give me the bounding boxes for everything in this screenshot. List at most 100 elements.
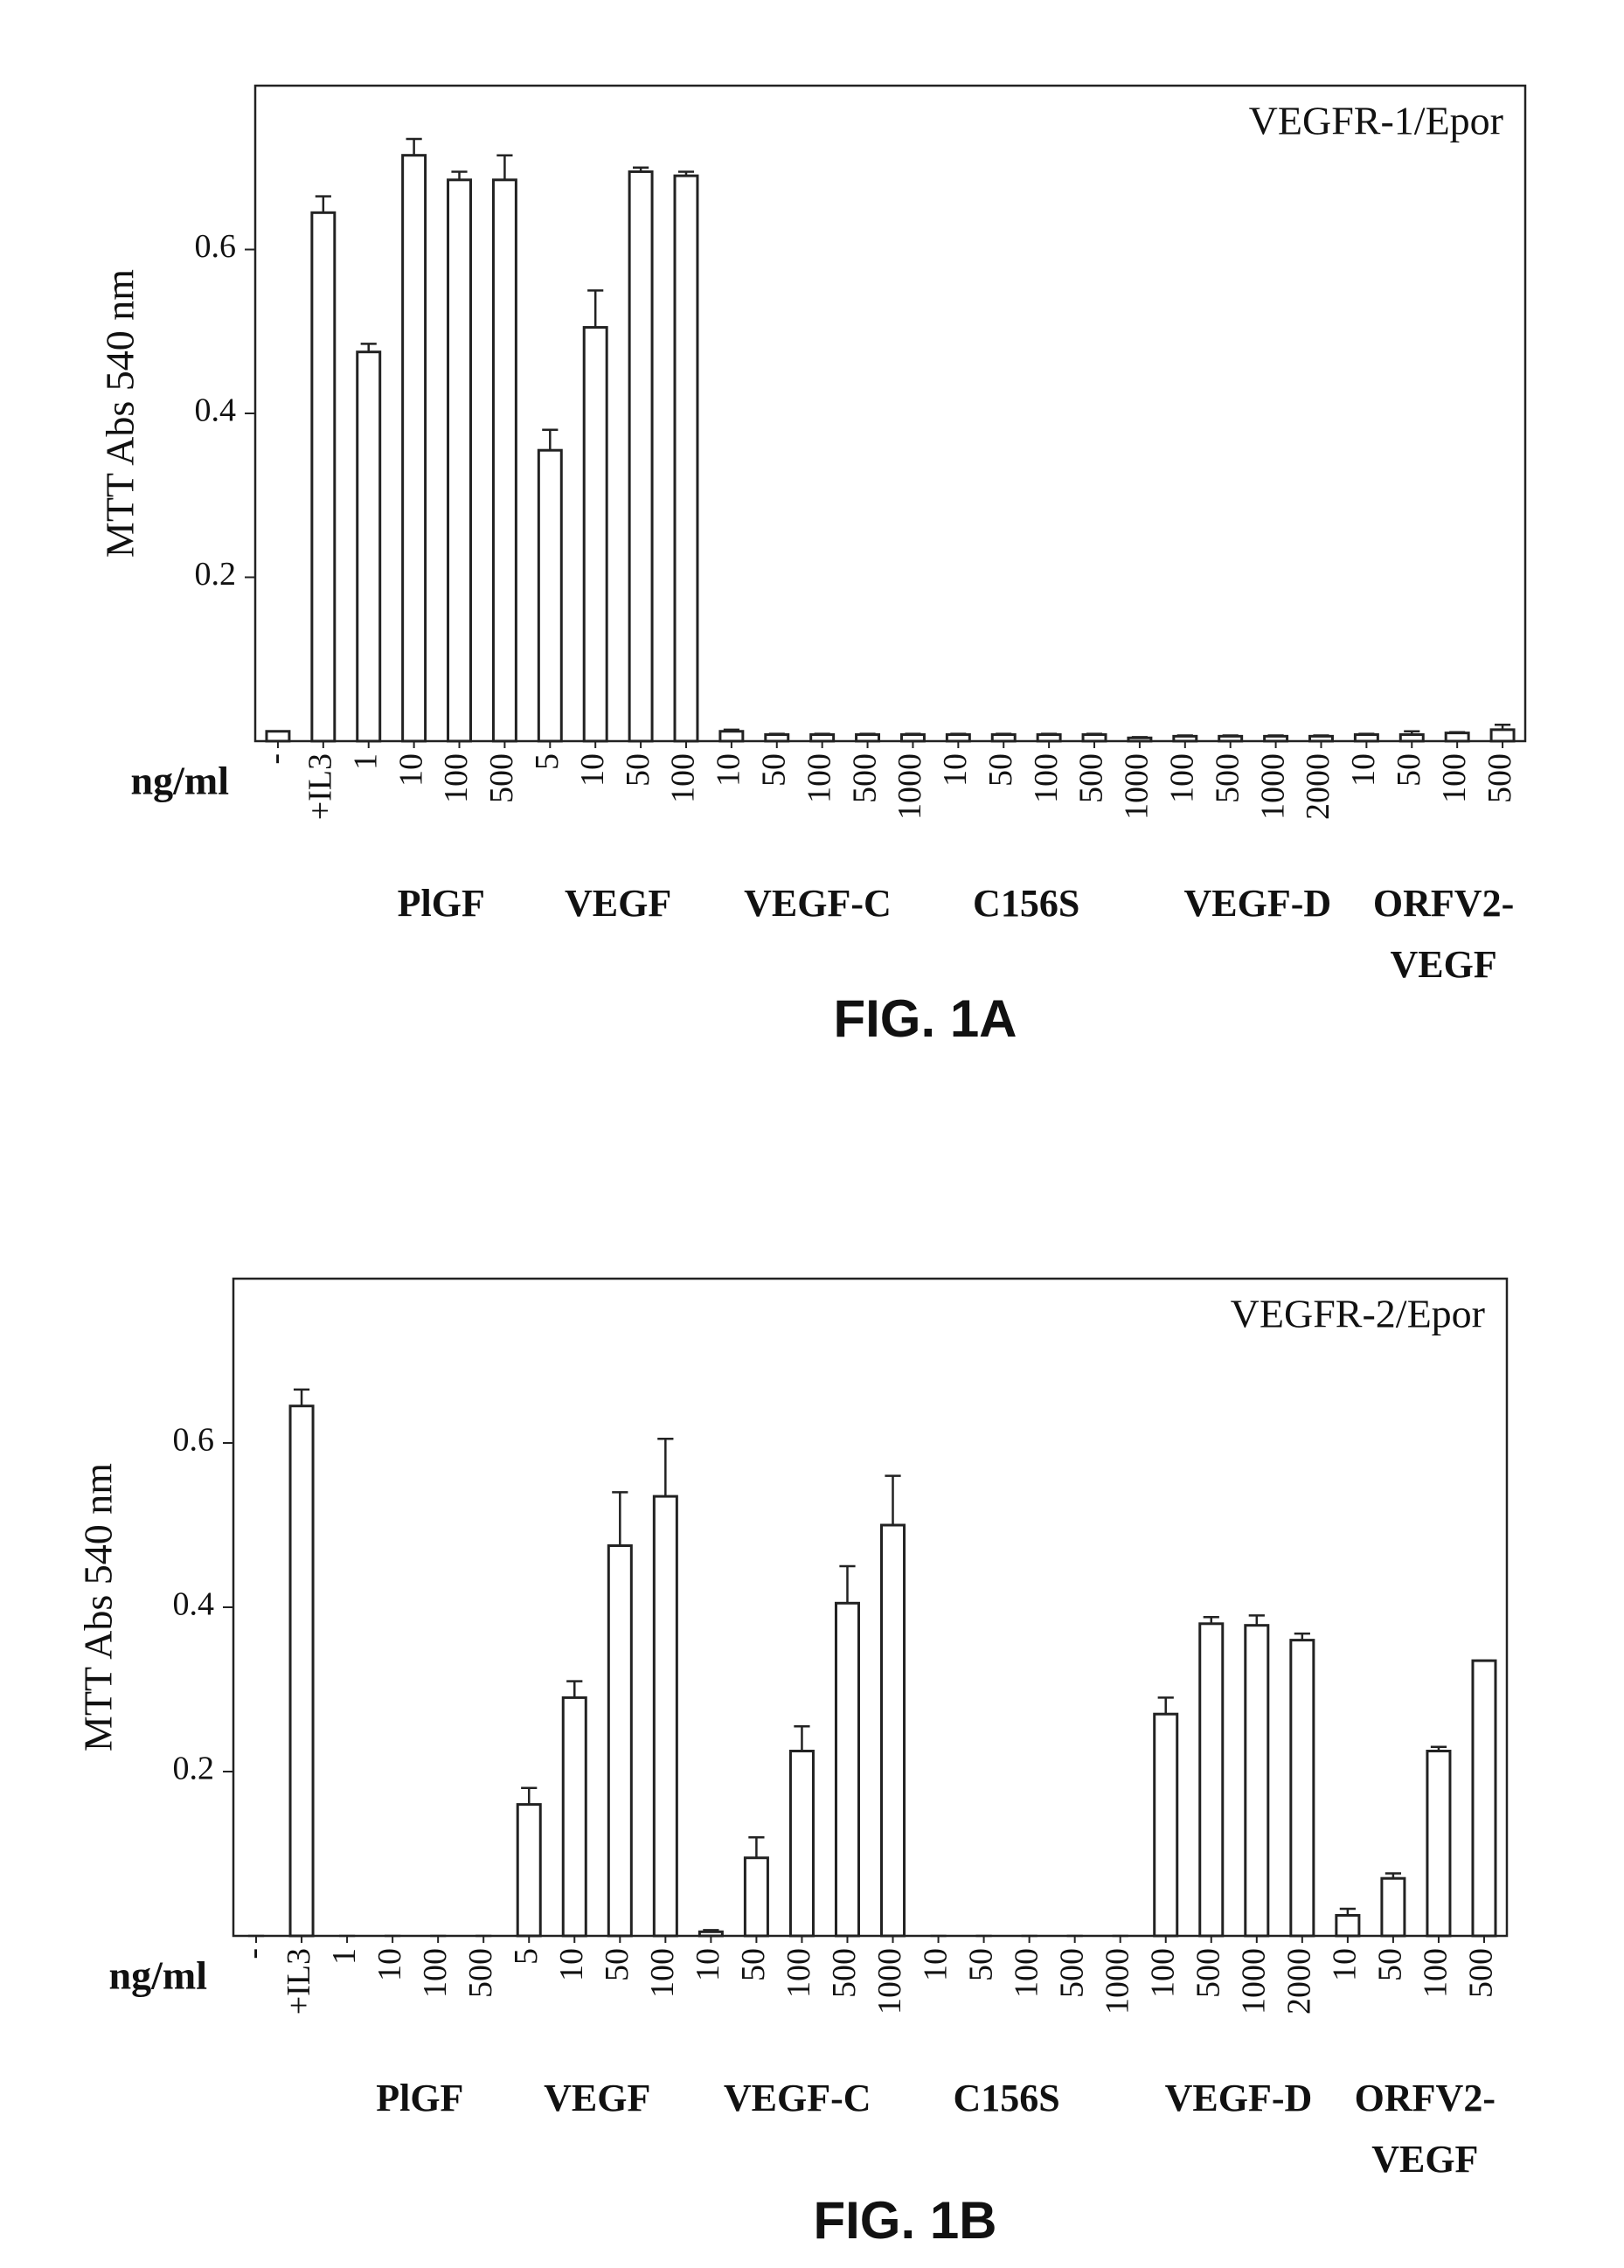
x-tick-label: 10 (553, 1948, 590, 1981)
group-label: ORFV2-VEGF (1373, 882, 1514, 986)
x-axis-label: ng/ml (109, 1953, 207, 1998)
group-label: VEGF (544, 2077, 650, 2119)
bar (1219, 736, 1242, 741)
bar (493, 180, 516, 741)
x-tick-label: 10 (371, 1948, 408, 1981)
bar (654, 1496, 677, 1936)
group-label: PlGF (376, 2077, 463, 2119)
x-tick-label: - (257, 753, 294, 765)
x-tick-label: 10 (690, 1948, 726, 1981)
x-tick-label: +IL3 (302, 753, 339, 820)
bar (745, 1858, 767, 1936)
bar (1083, 735, 1106, 742)
bar (766, 735, 788, 742)
bar (538, 450, 561, 741)
bar (836, 1603, 858, 1936)
x-tick-label: 50 (1391, 753, 1427, 787)
group-label: VEGF-C (724, 2077, 871, 2119)
bar (947, 735, 969, 742)
x-tick-label: 50 (982, 753, 1019, 787)
x-tick-label: 2000 (1300, 753, 1336, 820)
y-tick-label: 0.2 (195, 556, 237, 593)
group-label: C156S (973, 882, 1079, 925)
x-tick-label: 1000 (871, 1948, 908, 2015)
group-label: VEGF-D (1165, 2077, 1313, 2119)
bar (584, 328, 607, 741)
bar (448, 180, 471, 741)
x-tick-label: 1000 (1099, 1948, 1135, 2015)
bar (1038, 735, 1060, 742)
x-tick-label: 100 (801, 753, 837, 803)
bar (1291, 1640, 1314, 1936)
bar (857, 735, 879, 742)
group-label: VEGF-D (1184, 882, 1332, 925)
bar (357, 352, 380, 741)
x-tick-label: 50 (755, 753, 792, 787)
x-tick-label: 50 (962, 1948, 999, 1981)
x-tick-label: 100 (1144, 1948, 1181, 1998)
bar (403, 156, 426, 741)
bar (1336, 1916, 1359, 1937)
panel-title: VEGFR-1/Epor (1249, 99, 1503, 143)
x-tick-label: 100 (417, 1948, 454, 1998)
bar (608, 1546, 631, 1937)
bar (517, 1805, 540, 1936)
x-tick-label: 10 (711, 753, 747, 787)
bar (1265, 736, 1287, 741)
x-tick-label: 10 (917, 1948, 954, 1981)
bar (1246, 1626, 1268, 1936)
bar (1310, 736, 1333, 741)
bar (1382, 1878, 1405, 1936)
x-tick-label: 10 (1327, 1948, 1364, 1981)
x-tick-label: 1 (347, 753, 384, 770)
bar (1400, 735, 1423, 742)
bar (882, 1525, 905, 1936)
x-tick-label: 100 (1164, 753, 1201, 803)
group-label: PlGF (398, 882, 485, 925)
bar (790, 1751, 813, 1937)
x-tick-label: 10 (392, 753, 429, 787)
x-tick-label: 1000 (1236, 1948, 1273, 2015)
x-tick-label: 50 (1372, 1948, 1409, 1981)
x-tick-label: 500 (846, 753, 883, 803)
bar (1355, 735, 1378, 742)
x-tick-label: 5 (508, 1948, 545, 1965)
x-tick-label: 50 (599, 1948, 635, 1981)
y-tick-label: 0.4 (195, 392, 237, 429)
y-tick-label: 0.2 (173, 1751, 215, 1787)
x-tick-label: 500 (1190, 1948, 1226, 1998)
y-tick-label: 0.6 (173, 1422, 215, 1459)
x-tick-label: 1000 (892, 753, 928, 820)
x-tick-label: 500 (483, 753, 520, 803)
x-tick-label: - (235, 1948, 272, 1959)
bar (720, 732, 743, 741)
x-tick-label: 500 (1209, 753, 1246, 803)
x-tick-label: 1000 (1119, 753, 1156, 820)
x-tick-label: 5 (529, 753, 566, 770)
bar (1491, 730, 1514, 741)
group-label: VEGF-C (744, 882, 892, 925)
bar (1446, 733, 1468, 741)
bar (563, 1697, 586, 1936)
x-tick-label: 50 (620, 753, 656, 787)
x-tick-label: 500 (1463, 1948, 1500, 1998)
bar (312, 212, 335, 741)
x-tick-label: 100 (665, 753, 702, 803)
bar (1473, 1661, 1496, 1936)
figure-caption: FIG. 1B (813, 2191, 996, 2250)
x-tick-label: 10 (1345, 753, 1382, 787)
x-tick-label: 100 (1418, 1948, 1454, 1998)
group-label: ORFV2-VEGF (1355, 2077, 1496, 2181)
bar (1128, 738, 1151, 741)
plot-frame (255, 86, 1525, 741)
group-label: C156S (953, 2077, 1059, 2119)
bar (675, 176, 697, 741)
bar (1427, 1751, 1450, 1937)
x-tick-label: 10 (574, 753, 611, 787)
x-tick-label: 100 (781, 1948, 817, 1998)
x-tick-label: 500 (462, 1948, 499, 1998)
bar (699, 1932, 722, 1936)
x-tick-label: 500 (826, 1948, 863, 1998)
x-tick-label: 500 (1073, 753, 1110, 803)
